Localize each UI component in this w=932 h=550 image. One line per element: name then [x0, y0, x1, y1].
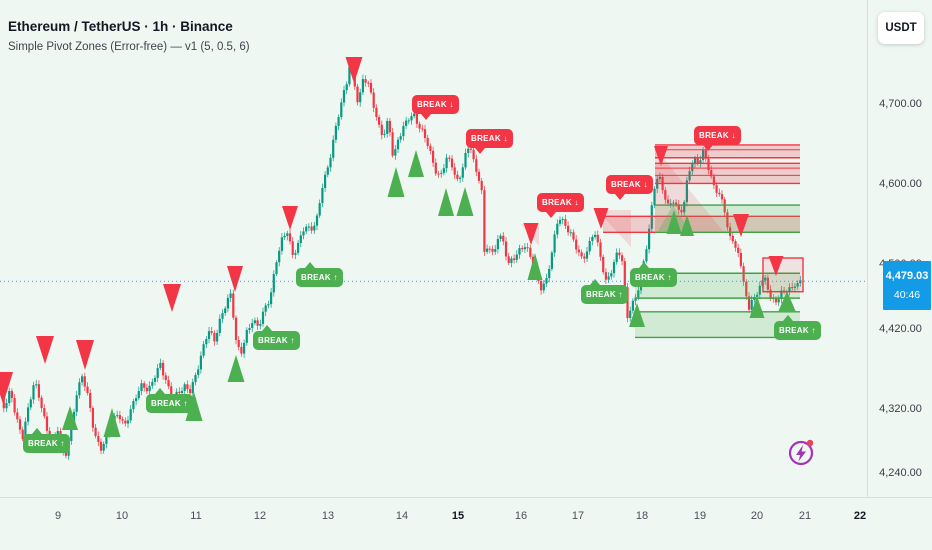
time-axis-label: 22 — [853, 510, 867, 522]
pivot-high-marker — [0, 372, 13, 404]
time-axis-label: 12 — [253, 510, 267, 522]
pivot-high-marker — [36, 336, 54, 364]
time-axis-label: 11 — [190, 510, 202, 522]
break-label-up[interactable]: BREAK ↑ — [23, 428, 70, 453]
pivot-wedge — [597, 210, 631, 247]
time-axis-label: 16 — [514, 510, 528, 522]
pivot-zones-layer — [521, 144, 804, 339]
pivot-low-marker — [629, 303, 645, 327]
time-axis-label: 15 — [451, 510, 465, 522]
break-label-up[interactable]: BREAK ↑ — [774, 315, 821, 340]
pivot-low-marker — [666, 210, 682, 234]
pivot-high-marker — [593, 208, 609, 229]
time-axis-label: 10 — [115, 510, 129, 522]
active-zone-box — [762, 257, 804, 293]
break-label-down[interactable]: BREAK ↓ — [537, 193, 584, 218]
pivot-low-marker — [438, 188, 454, 216]
pivot-low-marker — [408, 150, 424, 177]
pivot-zone — [603, 216, 800, 233]
bar-countdown: 40:46 — [893, 289, 921, 302]
price-chart-plot[interactable]: Ethereum / TetherUS · 1h · Binance Simpl… — [0, 0, 868, 497]
pivot-low-marker — [527, 253, 543, 280]
candles-layer — [0, 62, 802, 460]
pivot-low-marker — [62, 406, 78, 430]
chart-legend: Ethereum / TetherUS · 1h · Binance Simpl… — [8, 16, 250, 57]
pivot-high-marker — [163, 284, 181, 312]
pivot-high-marker — [654, 146, 668, 166]
break-label-up[interactable]: BREAK ↑ — [630, 262, 677, 287]
pivot-low-marker — [227, 355, 245, 382]
time-axis-label: 9 — [54, 510, 62, 522]
time-axis-label: 14 — [395, 510, 409, 522]
pivot-high-marker — [282, 206, 298, 230]
pivot-low-marker — [680, 215, 694, 236]
pivot-low-marker — [103, 408, 121, 437]
break-label-up[interactable]: BREAK ↑ — [253, 325, 300, 350]
price-axis-label: 4,240.00 — [879, 467, 922, 479]
pivot-low-marker — [778, 291, 796, 311]
price-axis[interactable]: USDT 4,700.004,600.004,500.004,420.004,3… — [869, 0, 932, 497]
last-price-value: 4,479.03 — [885, 270, 929, 283]
symbol-title[interactable]: Ethereum / TetherUS · 1h · Binance — [8, 19, 233, 34]
price-axis-label: 4,600.00 — [879, 178, 922, 191]
price-axis-label: 4,420.00 — [879, 322, 922, 335]
pivot-high-marker — [523, 223, 539, 245]
time-axis-label: 18 — [635, 510, 649, 522]
break-label-up[interactable]: BREAK ↑ — [146, 388, 193, 413]
time-axis-label: 17 — [571, 510, 585, 522]
pivot-markers-layer — [0, 57, 796, 437]
time-axis-label: 21 — [798, 510, 812, 522]
lightning-boost-icon[interactable] — [786, 436, 818, 468]
time-axis-label: 13 — [321, 510, 335, 522]
time-axis[interactable]: 9 10 11 12 13 14 15 16 17 18 19 20 21 22 — [0, 497, 932, 550]
pivot-zone — [635, 311, 800, 338]
last-price-badge: 4,479.03 40:46 — [883, 261, 931, 311]
time-axis-label: 19 — [693, 510, 707, 522]
price-axis-label: 4,320.00 — [879, 402, 922, 415]
pivot-high-marker — [227, 266, 243, 292]
pivot-low-marker — [185, 392, 203, 421]
break-label-up[interactable]: BREAK ↑ — [296, 262, 343, 287]
time-axis-label: 20 — [750, 510, 764, 522]
pivot-high-marker — [733, 214, 749, 237]
pivot-high-marker — [76, 340, 94, 370]
pivot-high-marker — [345, 57, 363, 83]
break-label-up[interactable]: BREAK ↑ — [581, 279, 628, 304]
pivot-low-marker — [456, 187, 474, 216]
pivot-high-marker — [768, 256, 784, 276]
pivot-wedge — [655, 148, 723, 231]
break-label-down[interactable]: BREAK ↓ — [466, 129, 513, 154]
break-label-down[interactable]: BREAK ↓ — [412, 95, 459, 120]
pivot-low-marker — [749, 296, 765, 318]
break-label-down[interactable]: BREAK ↓ — [694, 126, 741, 151]
pivot-low-marker — [387, 167, 405, 197]
price-axis-label: 4,700.00 — [879, 98, 922, 110]
currency-toggle-button[interactable]: USDT — [878, 12, 924, 44]
pivot-zone — [655, 144, 800, 158]
break-label-down[interactable]: BREAK ↓ — [606, 175, 653, 200]
indicator-title[interactable]: Simple Pivot Zones (Error-free) — v1 (5,… — [8, 41, 250, 54]
chart-canvas[interactable] — [0, 0, 868, 497]
